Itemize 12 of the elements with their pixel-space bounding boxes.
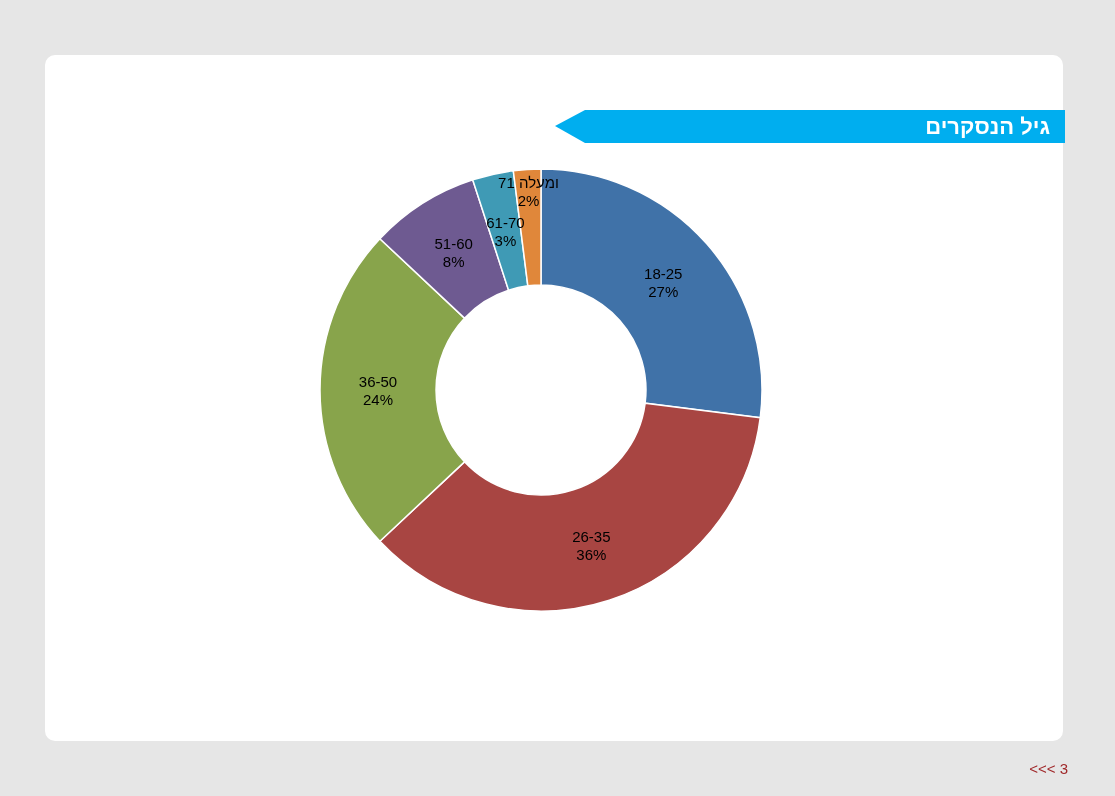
slice-label: 36-50 bbox=[358, 373, 398, 390]
slice-label: 18-25 bbox=[644, 265, 683, 283]
data-label: 27% bbox=[648, 283, 679, 301]
data-label: 2% bbox=[517, 192, 540, 210]
data-label: 24% bbox=[363, 391, 394, 408]
slice-label: 26-35 bbox=[572, 528, 611, 546]
data-label: 8% bbox=[442, 253, 465, 271]
data-label: 36% bbox=[576, 546, 607, 564]
slice-label: 51-60 bbox=[434, 235, 473, 253]
data-label: 3% bbox=[494, 231, 517, 249]
text: <<< 3 bbox=[1029, 760, 1068, 777]
text: גיל הנסקרים bbox=[925, 114, 1050, 139]
